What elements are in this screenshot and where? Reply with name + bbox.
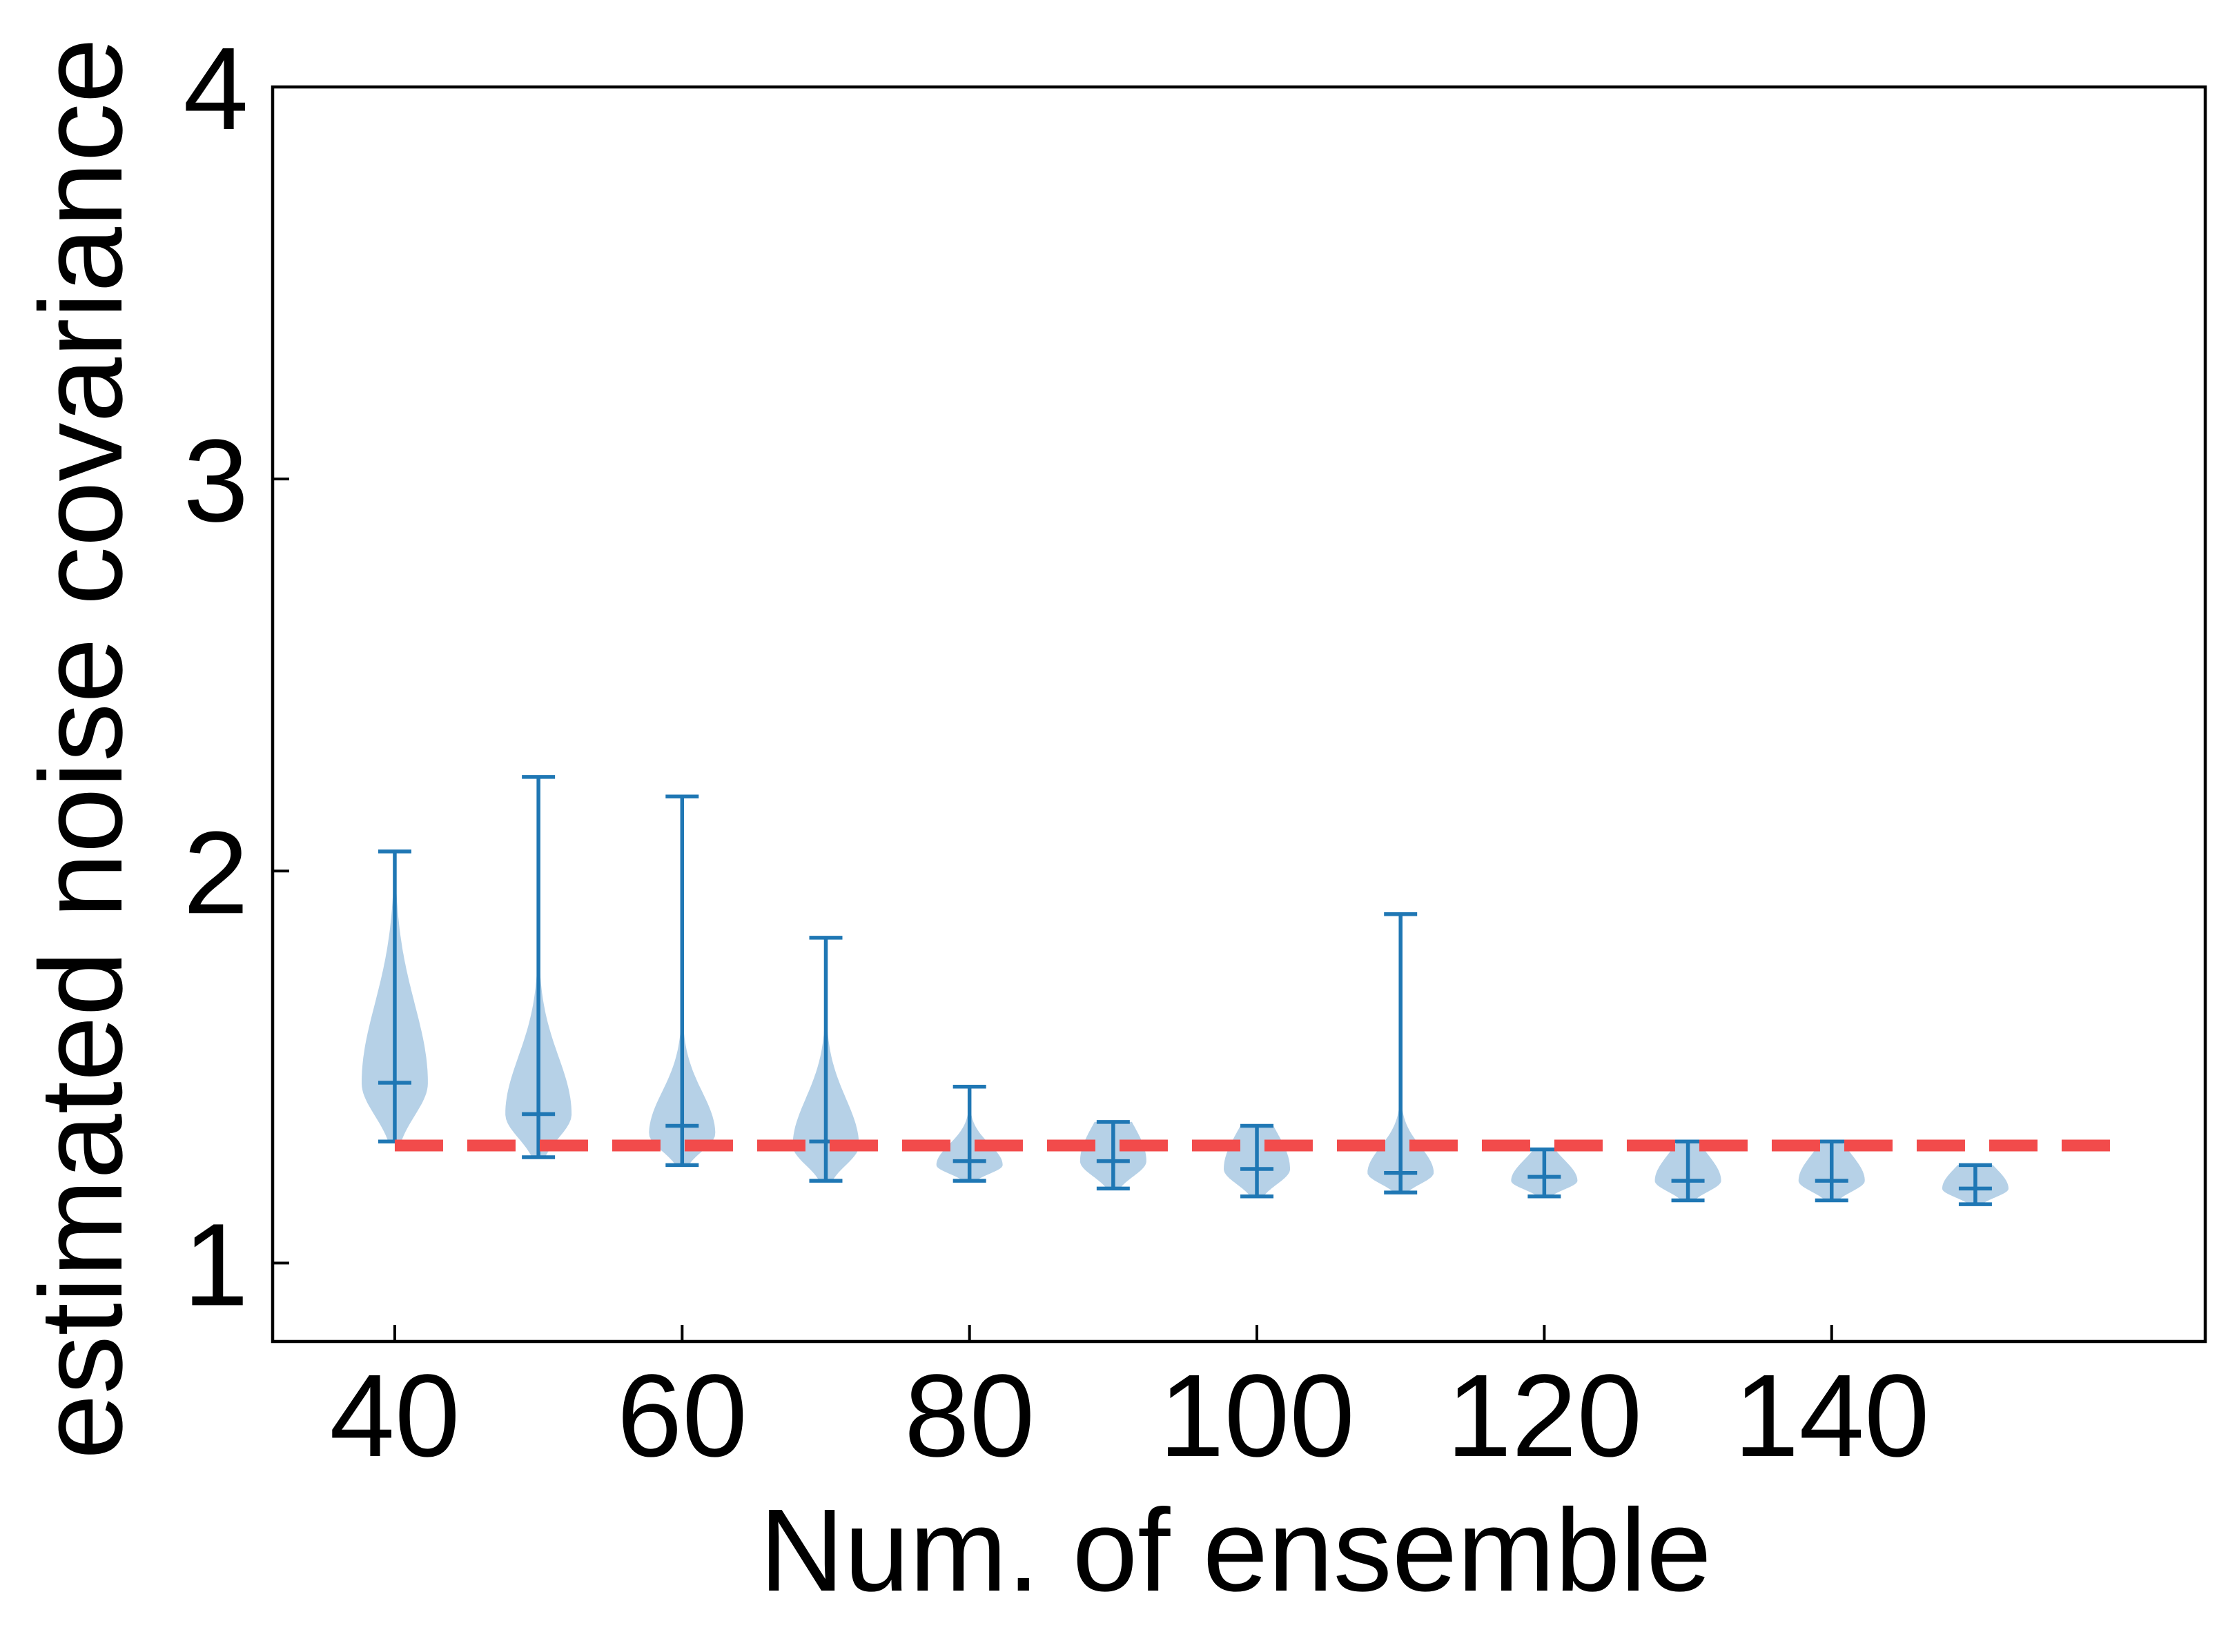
x-tick-label: 100	[1159, 1350, 1355, 1482]
x-axis-label: Num. of ensemble	[759, 1485, 1712, 1616]
y-tick-label: 2	[183, 807, 248, 938]
x-tick-label: 40	[329, 1350, 460, 1482]
x-tick-label: 80	[904, 1350, 1035, 1482]
x-tick-label: 140	[1734, 1350, 1930, 1482]
y-tick-label: 3	[183, 415, 248, 547]
statistics-layer	[378, 775, 1992, 1206]
y-tick-label: 1	[183, 1199, 248, 1330]
y-tick-label: 4	[183, 23, 248, 155]
x-tick-label: 60	[617, 1350, 748, 1482]
y-axis-label: estimated noise covariance	[16, 38, 147, 1459]
y-axis: 1 2 3 4	[183, 23, 289, 1330]
x-axis: 40 60 80 100 120 140	[329, 1325, 1930, 1482]
plot-frame	[271, 85, 2207, 1344]
x-tick-label: 120	[1447, 1350, 1643, 1482]
